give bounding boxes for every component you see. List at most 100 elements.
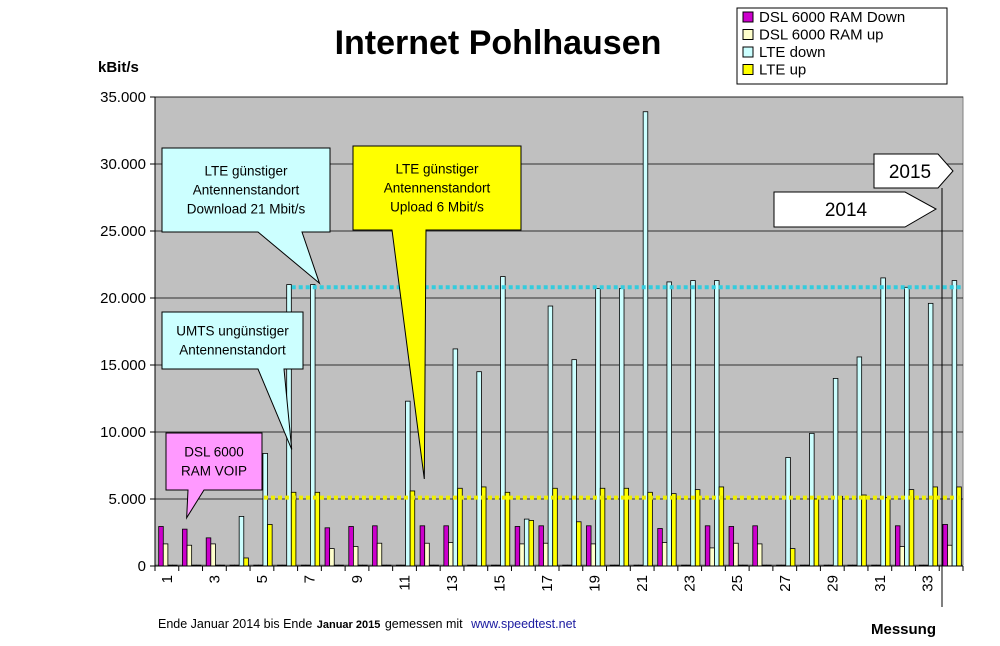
annotation-lte-up: LTE günstiger Antennenstandort Upload 6 Mb… [352,145,522,480]
y-tick-label: 5.000 [108,491,146,508]
bar-dsl-6000-ram-down-22 [657,528,663,567]
y-tick-label: 35.000 [100,89,146,106]
bar-lte-down-11 [405,400,411,567]
bar-lte-up-27 [789,548,796,567]
bar-lte-up-16 [528,520,534,567]
bar-lte-up-29 [837,495,843,567]
x-tick-label: 11 [397,575,414,591]
annotation-line: UMTS ungünstiger [176,324,289,339]
footer-text-mid: gemessen mit [385,617,463,631]
bar-dsl-6000-ram-down-32 [894,525,901,567]
annotation-line: Upload 6 Mbit/s [390,200,484,215]
bar-lte-down-27 [785,457,791,567]
x-tick-label: 21 [634,575,651,592]
y-tick-label: 10.000 [100,424,146,441]
annotation-line: Antennenstandort [384,181,491,196]
bar-lte-up-4 [243,557,249,567]
bar-dsl-6000-ram-up-1 [162,543,169,567]
y-axis-label: kBit/s [98,59,139,76]
bar-lte-up-30 [861,494,867,567]
bar-lte-up-22 [671,493,677,567]
bar-lte-up-11 [409,490,416,567]
legend-swatch [742,11,754,23]
bar-dsl-6000-ram-down-24 [704,525,711,567]
bar-lte-down-28 [809,432,815,567]
y-tick-label: 25.000 [100,223,146,240]
annotation-line: DSL 6000 [184,445,244,460]
footer-text: Ende Januar 2014 bis Ende Januar 2015 ge… [158,615,577,632]
bar-dsl-6000-ram-up-24 [709,547,715,567]
bar-dsl-6000-ram-down-12 [419,525,426,567]
y-tick-label: 0 [138,558,146,575]
bar-lte-up-23 [694,489,701,567]
chart-title: Internet Pohlhausen [335,24,662,62]
x-tick-label: 25 [729,575,746,592]
bar-lte-down-23 [690,280,696,567]
legend-entry: LTE down [759,44,825,61]
bar-lte-down-7 [310,284,316,567]
bar-dsl-6000-ram-down-1 [158,526,164,567]
bar-lte-up-20 [623,487,630,567]
bar-lte-down-33 [927,302,934,567]
annotation-line: Download 21 Mbit/s [187,202,306,217]
bar-lte-down-20 [619,288,625,567]
annotation-dsl: DSL 6000 RAM VOIP [165,432,263,520]
x-tick-label: 17 [539,575,556,592]
bar-lte-down-18 [571,359,577,567]
bar-dsl-6000-ram-down-34 [942,524,948,567]
bar-lte-down-32 [904,286,910,567]
footer-link[interactable]: www.speedtest.net [470,617,576,631]
bar-dsl-6000-ram-up-10 [376,542,383,567]
period-marker-2014: 2014 [773,191,938,228]
bar-dsl-6000-ram-down-17 [538,525,544,567]
bar-lte-down-34 [951,280,958,567]
legend-entry: DSL 6000 RAM up [759,27,884,44]
x-tick-label: 23 [682,575,699,592]
annotation-lte-down: LTE günstiger Antennenstandort Download 21… [161,147,331,285]
annotation-bubble [352,145,522,480]
x-tick-label: 5 [254,575,271,583]
period-marker-2015-label: 2015 [889,162,931,183]
bar-lte-down-16 [523,518,530,567]
bar-dsl-6000-ram-down-2 [182,528,188,567]
bar-dsl-6000-ram-down-9 [348,526,354,567]
bar-dsl-6000-ram-down-25 [728,526,735,567]
footer: Ende Januar 2014 bis Ende Januar 2015 ge… [158,615,577,632]
bar-lte-up-31 [885,497,891,567]
x-tick-label: 13 [444,575,461,592]
x-tick-label: 7 [301,575,318,583]
bar-dsl-6000-ram-up-9 [352,546,359,567]
x-tick-label: 15 [492,575,509,592]
y-tick-label: 20.000 [100,290,146,307]
bar-lte-up-15 [504,491,511,567]
bar-dsl-6000-ram-down-16 [514,526,521,567]
bar-lte-down-13 [452,348,459,567]
bar-lte-up-7 [314,491,321,567]
bar-lte-up-17 [552,487,558,567]
period-marker-2014-label: 2014 [825,200,868,221]
bar-dsl-6000-ram-down-19 [586,525,592,567]
bars [158,111,962,567]
x-tick-labels: 1 3 5 7 9 11 13 15 17 19 21 23 25 27 29 31 33 [154,566,964,592]
bar-lte-up-5 [267,524,273,567]
x-tick-label: 31 [872,575,889,592]
bar-lte-down-22 [666,281,672,567]
bar-lte-down-5 [262,453,268,567]
footer-text-bold: Januar 2015 [317,619,381,631]
bar-lte-down-17 [547,305,554,567]
bar-dsl-6000-ram-up-22 [661,542,668,567]
bar-dsl-6000-ram-up-13 [448,542,454,567]
bar-dsl-6000-ram-down-26 [752,525,758,567]
annotation-line: Antennenstandort [179,343,286,358]
annotation-bubble [165,432,263,520]
y-tick-label: 15.000 [100,357,146,374]
x-axis-label: Messung [871,621,936,638]
x-tick-label: 27 [777,575,794,592]
annotation-line: LTE günstiger [395,162,479,177]
bar-lte-up-18 [576,521,582,567]
annotation-bubble [161,147,331,285]
bar-lte-down-4 [238,516,245,567]
bar-lte-down-19 [595,288,601,567]
